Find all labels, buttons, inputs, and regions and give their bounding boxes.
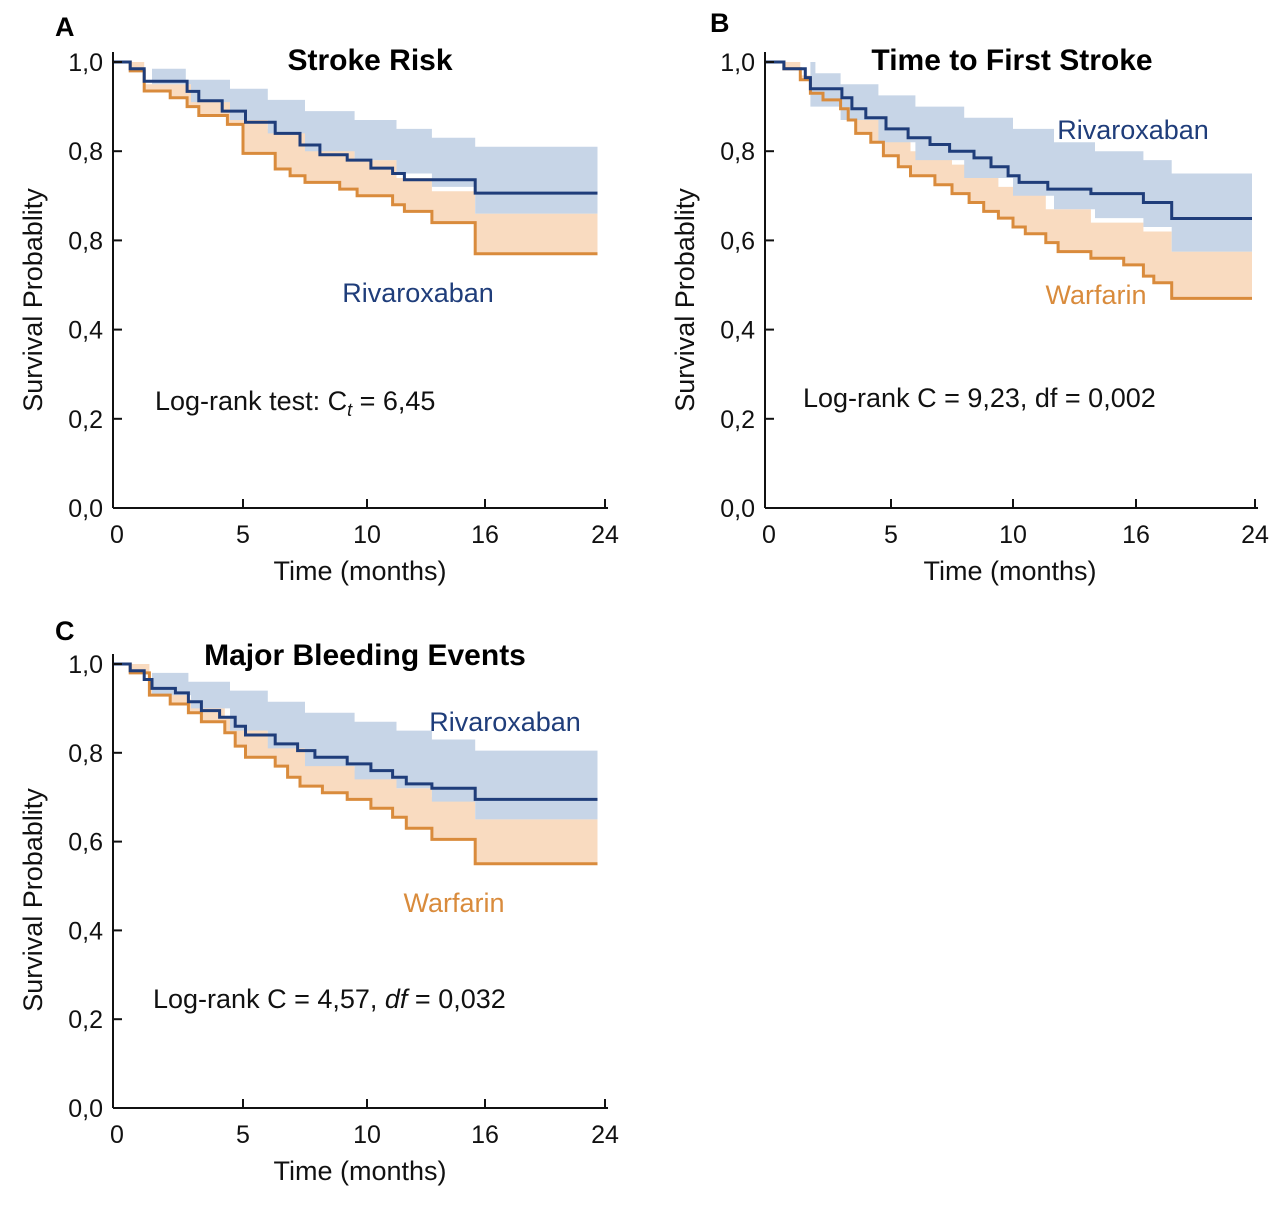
- warfarin-ci-band: [765, 62, 1252, 299]
- x-tick-label: 16: [471, 1121, 499, 1149]
- annotation-text: = 0,032: [407, 984, 505, 1014]
- y-tick-label: 0,8: [68, 138, 103, 166]
- x-tick-label: 10: [999, 521, 1027, 549]
- y-tick-label: 1,0: [68, 651, 103, 679]
- rivaroxaban-survival-curve: [765, 60, 1252, 220]
- panel-b: 0,0 0,2 0,4 0,6 0,8 1,0 0 5 10 16 24 B Time to First…: [670, 8, 1269, 586]
- annotation-text: = 6,45: [352, 386, 435, 416]
- annotation-text: Log-rank test: C: [155, 386, 347, 416]
- y-tick-label: 1,0: [720, 49, 755, 77]
- series-label-rivaroxaban: Rivaroxaban: [1057, 115, 1209, 145]
- rivaroxaban-survival-curve: [113, 60, 598, 195]
- x-tick-label: 24: [591, 1121, 619, 1149]
- rivaroxaban-ci-band: [765, 62, 1252, 252]
- y-tick-label: 0,8: [68, 227, 103, 255]
- y-tick-label: 0,8: [68, 740, 103, 768]
- x-axis-title: Time (months): [273, 1156, 446, 1186]
- y-tick-label: 0,0: [68, 1095, 103, 1123]
- y-tick-label: 0,0: [720, 495, 755, 523]
- series-label-rivaroxaban: Rivaroxaban: [429, 707, 581, 737]
- panel-letter: C: [55, 616, 75, 646]
- x-tick-label: 0: [110, 1121, 124, 1149]
- x-tick-label: 24: [591, 521, 619, 549]
- y-tick-label: 0,4: [68, 317, 103, 345]
- x-tick-label: 10: [353, 521, 381, 549]
- y-tick-label: 0,4: [68, 917, 103, 945]
- chart-title: Time to First Stroke: [871, 44, 1152, 77]
- warfarin-survival-curve: [113, 60, 598, 256]
- y-axis-title: Survival Probablity: [670, 188, 700, 412]
- y-tick-label: 0,6: [68, 829, 103, 857]
- rivaroxaban-ci-band: [113, 664, 598, 820]
- x-tick-label: 5: [236, 1121, 250, 1149]
- series-label-warfarin: Warfarin: [403, 888, 504, 918]
- panel-letter: B: [710, 8, 730, 38]
- x-tick-label: 16: [471, 521, 499, 549]
- annotation-text: Log-rank C = 4,57,: [153, 984, 385, 1014]
- y-tick-label: 0,8: [720, 138, 755, 166]
- x-axis-title: Time (months): [273, 556, 446, 586]
- rivaroxaban-survival-curve: [113, 662, 598, 801]
- y-tick-label: 0,2: [68, 1006, 103, 1034]
- y-tick-label: 0,2: [720, 406, 755, 434]
- y-tick-label: 0,2: [68, 406, 103, 434]
- y-tick-label: 0,6: [720, 227, 755, 255]
- x-tick-label: 0: [110, 521, 124, 549]
- panel-letter: A: [55, 12, 75, 42]
- annotation-text: Log-rank C = 9,23, df = 0,002: [803, 383, 1156, 413]
- series-label-warfarin: Warfarin: [1045, 280, 1146, 310]
- panel-c: 0,0 0,2 0,4 0,6 0,8 1,0 0 5 10 16 24 C Major Bleedin…: [18, 616, 619, 1186]
- panel-a: 0,0 0,2 0,4 0,8 0,8 1,0 0 5 10 16 24 A Stroke Risk Su…: [18, 12, 619, 586]
- annotation-subscript: t: [347, 400, 353, 420]
- chart-title: Major Bleeding Events: [204, 639, 526, 672]
- x-tick-label: 5: [884, 521, 898, 549]
- log-rank-annotation: Log-rank C = 4,57, df = 0,032: [153, 984, 506, 1014]
- x-tick-label: 10: [353, 1121, 381, 1149]
- x-tick-label: 0: [762, 521, 776, 549]
- log-rank-annotation: Log-rank C = 9,23, df = 0,002: [803, 383, 1156, 413]
- annotation-italic: df: [385, 984, 410, 1014]
- warfarin-survival-curve: [765, 60, 1252, 300]
- y-axis-title: Survival Probablity: [18, 188, 48, 412]
- warfarin-survival-curve: [113, 662, 598, 866]
- y-tick-label: 0,4: [720, 317, 755, 345]
- x-tick-label: 5: [236, 521, 250, 549]
- x-tick-label: 24: [1241, 521, 1269, 549]
- x-axis-title: Time (months): [923, 556, 1096, 586]
- series-label-rivaroxaban: Rivaroxaban: [342, 278, 494, 308]
- log-rank-annotation: Log-rank test: Ct = 6,45: [155, 386, 435, 420]
- warfarin-ci-band: [113, 664, 598, 864]
- rivaroxaban-ci-band: [113, 62, 598, 214]
- chart-title: Stroke Risk: [287, 44, 452, 77]
- x-tick-label: 16: [1122, 521, 1150, 549]
- warfarin-ci-band: [113, 62, 598, 254]
- y-tick-label: 0,0: [68, 495, 103, 523]
- y-axis-title: Survival Probablity: [18, 788, 48, 1012]
- y-tick-label: 1,0: [68, 49, 103, 77]
